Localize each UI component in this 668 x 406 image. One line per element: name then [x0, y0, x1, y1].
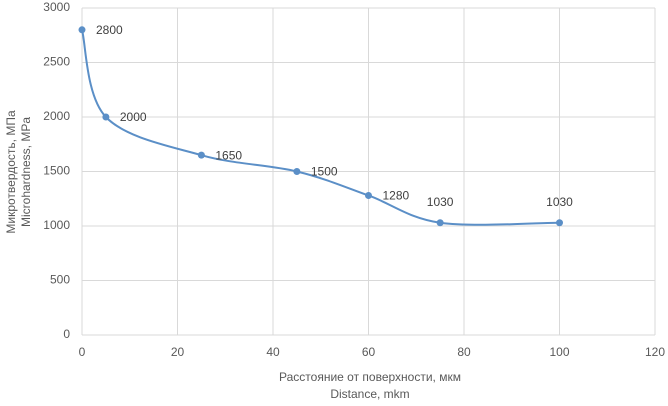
y-tick-label: 2000: [43, 109, 70, 123]
marker: [197, 151, 205, 159]
data-label: 1030: [546, 195, 573, 209]
data-label: 1280: [383, 189, 410, 203]
data-label: 1030: [427, 195, 454, 209]
y-tick-label: 1500: [43, 164, 70, 178]
x-axis-label: Distance, mkm: [330, 387, 409, 401]
marker: [365, 191, 372, 199]
data-label: 1650: [215, 148, 242, 162]
x-tick-label: 100: [549, 345, 569, 359]
x-tick-label: 80: [457, 345, 471, 359]
x-tick-label: 0: [79, 345, 86, 359]
x-tick-label: 60: [362, 345, 376, 359]
data-label: 2800: [96, 23, 123, 37]
x-tick-label: 40: [266, 345, 280, 359]
marker: [556, 219, 563, 227]
data-label: 1500: [311, 165, 338, 179]
y-tick-label: 500: [50, 273, 70, 287]
y-tick-label: 2500: [43, 55, 70, 69]
x-tick-label: 20: [171, 345, 185, 359]
line: [81, 29, 560, 226]
x-axis-label: Расстояние от поверхности, мкм: [279, 370, 461, 384]
y-tick-label: 1000: [43, 218, 70, 232]
y-axis-label: Microhardness, MPa: [19, 117, 33, 227]
data-label: 2000: [120, 110, 147, 124]
marker: [78, 26, 86, 34]
y-tick-label: 0: [63, 327, 70, 341]
y-tick-label: 3000: [43, 0, 70, 14]
y-axis-label: Микротвердость, МПа: [4, 110, 18, 234]
x-tick-label: 120: [645, 345, 665, 359]
marker: [102, 113, 110, 121]
marker: [293, 168, 301, 175]
marker: [436, 219, 444, 227]
